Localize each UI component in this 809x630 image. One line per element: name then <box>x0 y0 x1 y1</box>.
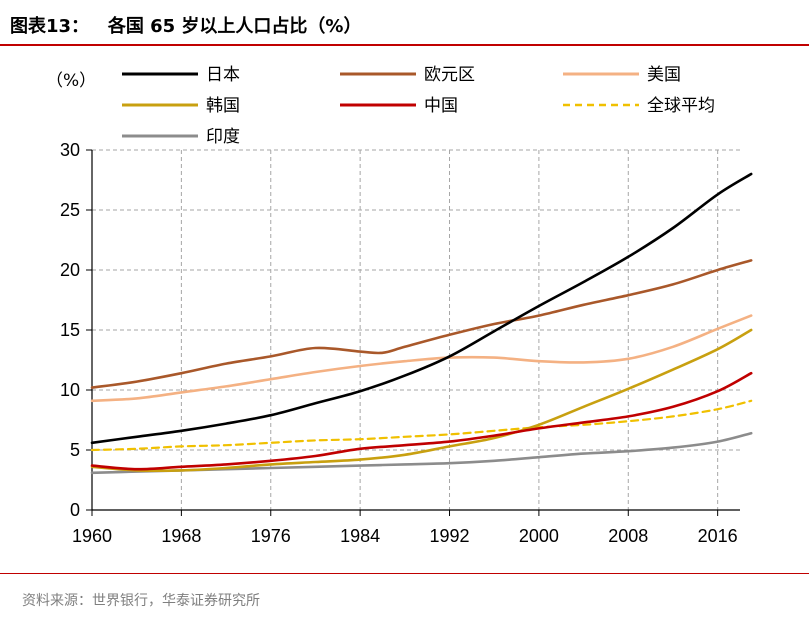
x-tick-label: 1976 <box>251 526 291 546</box>
y-tick-label: 15 <box>60 320 80 340</box>
series-line-0 <box>90 172 753 445</box>
y-tick-label: 0 <box>70 500 80 520</box>
source-note: 资料来源：世界银行，华泰证券研究所 <box>22 593 260 609</box>
x-tick-label: 1984 <box>340 526 380 546</box>
series-line-2 <box>90 314 753 403</box>
x-tick-label: 1968 <box>161 526 201 546</box>
axes: 0 5 10 15 20 25 30 1960 1968 1976 1984 1992 2000 2008… <box>60 140 740 546</box>
x-tick-label: 2008 <box>608 526 648 546</box>
title-rule <box>0 44 809 46</box>
grid <box>92 149 740 510</box>
y-tick-label: 30 <box>60 140 80 160</box>
title-bar: 图表13： 各国 65 岁以上人口占比（%） <box>0 0 809 46</box>
footer-rule <box>0 573 809 574</box>
y-tick-label: 10 <box>60 380 80 400</box>
series-line-5 <box>90 399 753 452</box>
legend-label-6: 印度 <box>206 127 240 147</box>
figure-title: 图表13： 各国 65 岁以上人口占比（%） <box>10 16 362 37</box>
series-line-4 <box>90 371 753 471</box>
legend-label-3: 韩国 <box>206 96 240 116</box>
legend-label-4: 中国 <box>424 96 458 116</box>
legend-label-0: 日本 <box>206 65 240 85</box>
y-tick-label: 5 <box>70 440 80 460</box>
x-tick-label: 2016 <box>698 526 738 546</box>
x-tick-label: 2000 <box>519 526 559 546</box>
legend-label-2: 美国 <box>647 65 681 85</box>
x-tick-label: 1960 <box>72 526 112 546</box>
x-tick-label: 1992 <box>429 526 469 546</box>
series-line-1 <box>90 259 753 389</box>
series-line-3 <box>90 328 753 473</box>
legend-label-1: 欧元区 <box>424 65 475 85</box>
legend-label-5: 全球平均 <box>647 96 715 116</box>
unit-label: （%） <box>46 71 96 91</box>
y-tick-label: 20 <box>60 260 80 280</box>
series-lines <box>90 172 753 475</box>
y-tick-label: 25 <box>60 200 80 220</box>
